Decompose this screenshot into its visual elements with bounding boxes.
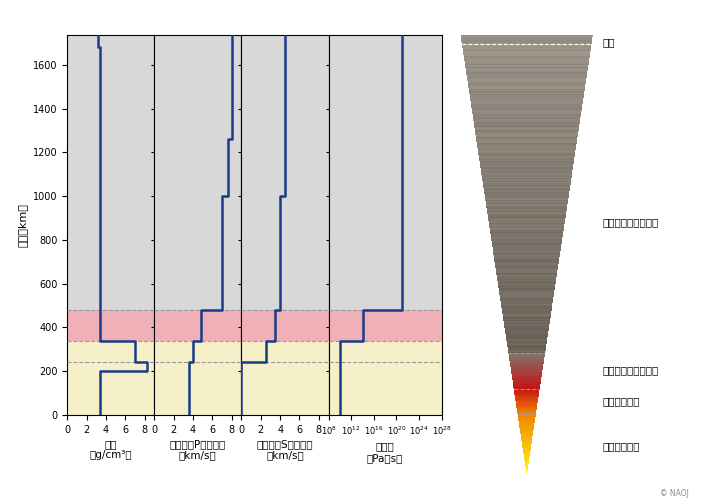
- Bar: [67, 35, 154, 310]
- Bar: [241, 310, 329, 340]
- Bar: [241, 35, 329, 310]
- X-axis label: 密度
（g/cm³）: 密度 （g/cm³）: [89, 439, 132, 460]
- Bar: [329, 340, 442, 415]
- X-axis label: 地震波（P波）速度
（km/s）: 地震波（P波）速度 （km/s）: [170, 439, 226, 460]
- Bar: [241, 340, 329, 415]
- Text: © NAOJ: © NAOJ: [660, 488, 689, 498]
- X-axis label: 粘性率
（Pa・s）: 粘性率 （Pa・s）: [367, 442, 404, 463]
- Text: マントル（高粘性）: マントル（高粘性）: [602, 216, 658, 226]
- Bar: [67, 310, 154, 340]
- Text: マントル（低粘性）: マントル（低粘性）: [602, 365, 658, 375]
- Bar: [329, 35, 442, 310]
- Text: 内核（固体）: 内核（固体）: [602, 441, 640, 451]
- Bar: [329, 310, 442, 340]
- X-axis label: 地震波（S波）速度
（km/s）: 地震波（S波）速度 （km/s）: [257, 439, 313, 460]
- Bar: [154, 340, 241, 415]
- Bar: [154, 35, 241, 310]
- Y-axis label: 半径（km）: 半径（km）: [17, 203, 28, 247]
- Text: 地殻: 地殻: [602, 37, 614, 47]
- Bar: [154, 310, 241, 340]
- Bar: [67, 340, 154, 415]
- Text: 外核（液体）: 外核（液体）: [602, 396, 640, 406]
